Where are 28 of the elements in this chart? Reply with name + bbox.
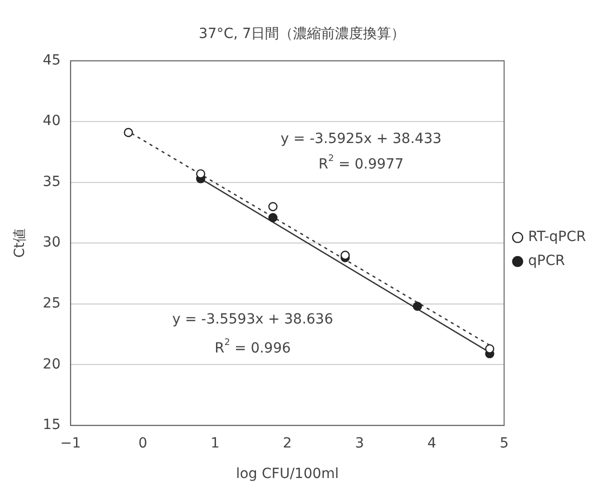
legend-label: RT-qPCR (528, 229, 586, 246)
y-axis-title: Ct値 (12, 228, 28, 258)
point (340, 250, 350, 260)
x-tick-label: 3 (355, 435, 364, 452)
y-tick-label: 45 (42, 52, 61, 68)
x-tick-label: 4 (427, 435, 436, 452)
legend-label: qPCR (528, 253, 566, 270)
annotation: y = -3.5925x + 38.433 (280, 130, 442, 147)
point (196, 169, 206, 178)
x-tick-label: 2 (282, 435, 292, 452)
annotation: y = -3.5593x + 38.636 (172, 311, 334, 328)
y-tick-label: 20 (42, 356, 61, 372)
y-tick-label: 25 (42, 296, 61, 312)
point (485, 344, 494, 354)
x-tick-label: −1 (60, 435, 81, 452)
x-tick-label: 5 (500, 435, 509, 452)
point (412, 302, 422, 311)
y-tick-label: 30 (42, 234, 61, 251)
point (268, 202, 278, 212)
y-tick-label: 40 (42, 113, 61, 130)
x-tick-label: 0 (138, 435, 148, 452)
point (268, 212, 278, 222)
y-tick-label: 15 (42, 417, 61, 434)
x-axis-title: log CFU/100ml (236, 466, 339, 482)
x-tick-label: 1 (210, 435, 220, 452)
point (124, 128, 134, 138)
y-tick-label: 35 (42, 174, 61, 190)
chart-title: 37°C, 7日間（濃縮前濃度換算） (198, 26, 406, 42)
